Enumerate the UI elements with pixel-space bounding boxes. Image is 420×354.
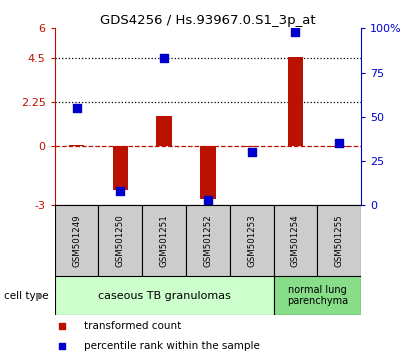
Title: GDS4256 / Hs.93967.0.S1_3p_at: GDS4256 / Hs.93967.0.S1_3p_at: [100, 14, 316, 27]
Point: [73, 105, 80, 111]
Text: normal lung
parenchyma: normal lung parenchyma: [287, 285, 348, 307]
Point: [59, 324, 66, 329]
Bar: [142, 205, 186, 276]
Text: GSM501250: GSM501250: [116, 214, 125, 267]
Text: cell type: cell type: [4, 291, 49, 301]
Point: [336, 141, 343, 146]
Bar: [244, 146, 260, 147]
Point: [59, 343, 66, 348]
Bar: [55, 205, 98, 276]
Text: ▶: ▶: [36, 291, 43, 301]
Bar: [318, 205, 361, 276]
Point: [292, 29, 299, 35]
Text: GSM501249: GSM501249: [72, 215, 81, 267]
Bar: [98, 205, 142, 276]
Bar: [332, 146, 347, 147]
Text: transformed count: transformed count: [84, 321, 181, 331]
Bar: [55, 276, 273, 315]
Bar: [156, 116, 172, 146]
Bar: [273, 205, 318, 276]
Point: [205, 197, 211, 203]
Bar: [230, 205, 273, 276]
Bar: [273, 276, 361, 315]
Point: [161, 56, 168, 61]
Point: [248, 149, 255, 155]
Bar: [186, 205, 230, 276]
Point: [117, 188, 123, 194]
Text: GSM501253: GSM501253: [247, 214, 256, 267]
Bar: [69, 145, 84, 146]
Bar: [200, 146, 215, 199]
Text: GSM501255: GSM501255: [335, 214, 344, 267]
Text: GSM501252: GSM501252: [203, 214, 213, 267]
Bar: [288, 57, 303, 146]
Text: GSM501251: GSM501251: [160, 214, 168, 267]
Text: GSM501254: GSM501254: [291, 214, 300, 267]
Text: percentile rank within the sample: percentile rank within the sample: [84, 341, 260, 350]
Bar: [113, 146, 128, 190]
Text: caseous TB granulomas: caseous TB granulomas: [98, 291, 231, 301]
